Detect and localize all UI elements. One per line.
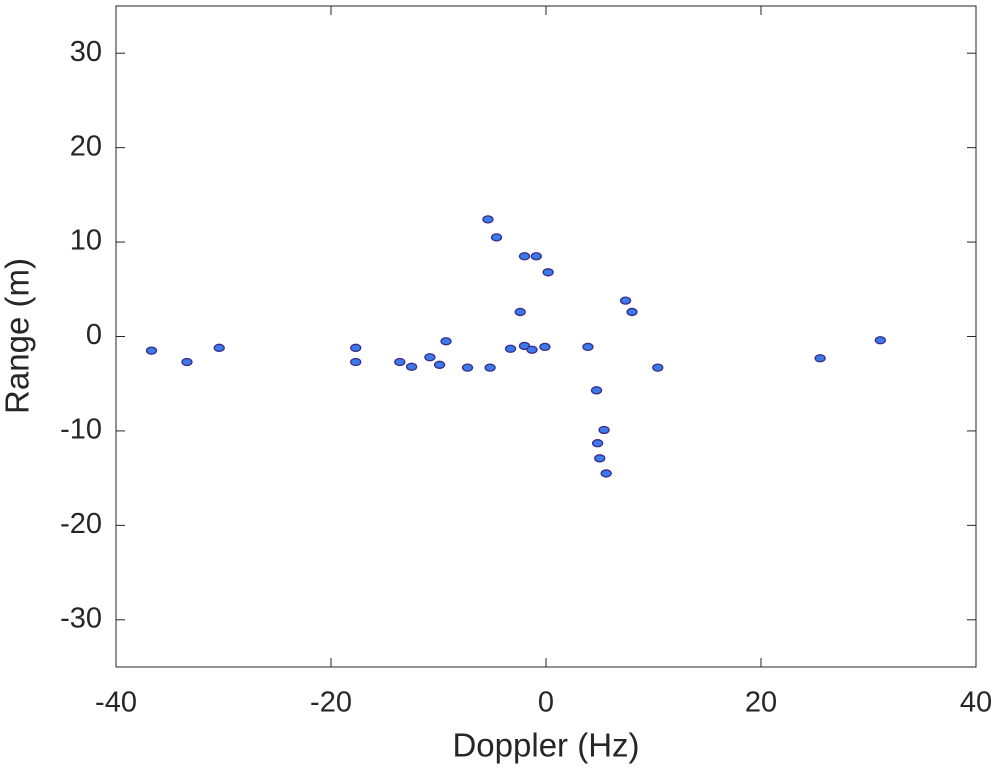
contour-blob [530,252,542,261]
contour-blob [626,307,638,317]
contour-blob [590,386,603,395]
contour-blob [433,360,446,369]
contour-blob [526,345,538,354]
contour-blob [874,336,886,345]
y-tick-label: -20 [60,508,102,540]
contour-blob [181,357,193,367]
contour-blob [594,454,606,463]
contour-blob [598,425,610,435]
contour-blob [484,363,496,372]
contour-blob [600,469,612,478]
contour-blob [518,341,531,351]
contour-blob [424,353,436,362]
contour-blob [440,337,452,346]
contour-blob [582,342,594,352]
contour-blob [213,343,225,352]
contour-blob [482,215,494,224]
contour-blob [591,439,604,448]
x-axis-label: Doppler (Hz) [452,727,639,764]
x-tick-label: 40 [960,687,992,719]
y-tick-label: 20 [70,130,102,162]
contour-blob [394,357,406,367]
contour-blob [490,233,503,242]
contour-blob [652,363,664,372]
y-tick-label: 10 [70,225,102,257]
contour-blob [514,307,526,317]
y-axis-label: Range (m) [0,258,36,414]
contour-blob [619,296,632,305]
x-tick-label: -20 [310,687,352,719]
contour-blob [814,354,826,363]
plot-area [115,5,977,668]
contour-blob [504,344,517,353]
x-tick-label: 0 [538,687,554,719]
y-tick-label: 0 [86,319,102,351]
contour-blob [539,342,551,352]
contour-blob [350,357,362,367]
contour-blob [145,346,158,355]
contour-blob [461,363,474,372]
x-tick-label: -40 [95,687,137,719]
contour-blob [518,252,531,261]
x-tick-label: 20 [745,687,777,719]
y-tick-label: -30 [60,602,102,634]
contour-blob [542,268,554,277]
y-tick-label: -10 [60,414,102,446]
contour-blob [350,343,362,352]
contour-blob [405,362,418,371]
y-tick-label: 30 [70,36,102,68]
